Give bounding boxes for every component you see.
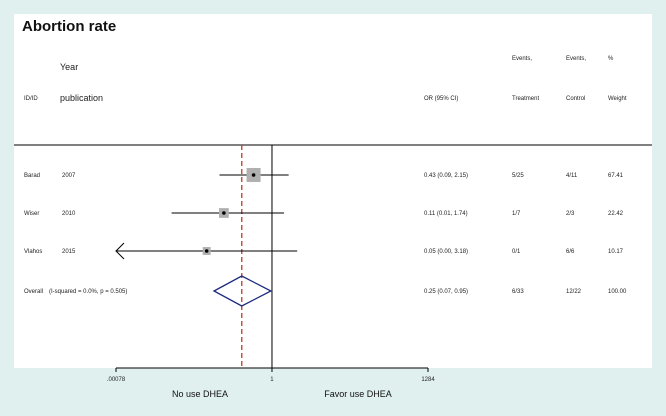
study-or-ci: 0.11 (0.01, 1.74)	[424, 211, 468, 217]
overall-weight: 100.00	[608, 289, 627, 295]
point-estimate	[222, 211, 226, 215]
favor-right-label: Favor use DHEA	[324, 389, 392, 399]
x-tick-label: 1	[270, 377, 274, 383]
header-weight-2: Weight	[608, 96, 627, 102]
x-ticks: .00078 1 1284	[107, 368, 435, 383]
study-name: Barad	[24, 173, 40, 179]
study-or-ci: 0.05 (0.00, 3.18)	[424, 249, 468, 255]
study-rows: Barad 2007 0.43 (0.09, 2.15) 5/25 4/11 67.41 W…	[24, 168, 627, 295]
overall-diamond	[212, 275, 273, 307]
study-name: Wiser	[24, 211, 39, 217]
header-or: OR (95% CI)	[424, 96, 458, 102]
overall-label: Overall	[24, 289, 43, 295]
x-tick-label: .00078	[107, 377, 126, 383]
study-events-control: 6/6	[566, 249, 575, 255]
study-events-treatment: 5/25	[512, 173, 524, 179]
header-study: ID/ID	[24, 96, 38, 102]
study-weight: 22.42	[608, 211, 624, 217]
study-events-control: 2/3	[566, 211, 575, 217]
overall-events-control: 12/22	[566, 289, 582, 295]
header-events-control-2: Control	[566, 96, 585, 102]
favor-left-label: No use DHEA	[172, 389, 228, 399]
study-events-treatment: 0/1	[512, 249, 521, 255]
study-year: 2007	[62, 173, 76, 179]
study-name: Vlahos	[24, 249, 42, 255]
header-events-treatment-1: Events,	[512, 56, 532, 62]
point-estimate	[251, 173, 256, 177]
study-or-ci: 0.43 (0.09, 2.15)	[424, 173, 468, 179]
header-year: Year	[60, 62, 78, 72]
x-tick-label: 1284	[421, 377, 435, 383]
study-weight: 10.17	[608, 249, 624, 255]
study-weight: 67.41	[608, 173, 624, 179]
overall-events-treatment: 6/33	[512, 289, 524, 295]
study-events-treatment: 1/7	[512, 211, 521, 217]
ci-arrow	[115, 242, 125, 260]
study-events-control: 4/11	[566, 173, 578, 179]
point-estimate	[204, 249, 209, 253]
header-events-treatment-2: Treatment	[512, 96, 539, 102]
chart-title: Abortion rate	[22, 18, 116, 35]
heterogeneity-stat: (I-squared = 0.0%, p = 0.505)	[49, 289, 127, 295]
header-events-control-1: Events,	[566, 56, 586, 62]
study-year: 2010	[62, 211, 76, 217]
study-year: 2015	[62, 249, 76, 255]
header-weight-1: %	[608, 56, 614, 62]
header-publication: publication	[60, 93, 103, 103]
plot-panel	[14, 14, 652, 368]
overall-or-ci: 0.25 (0.07, 0.95)	[424, 289, 468, 295]
